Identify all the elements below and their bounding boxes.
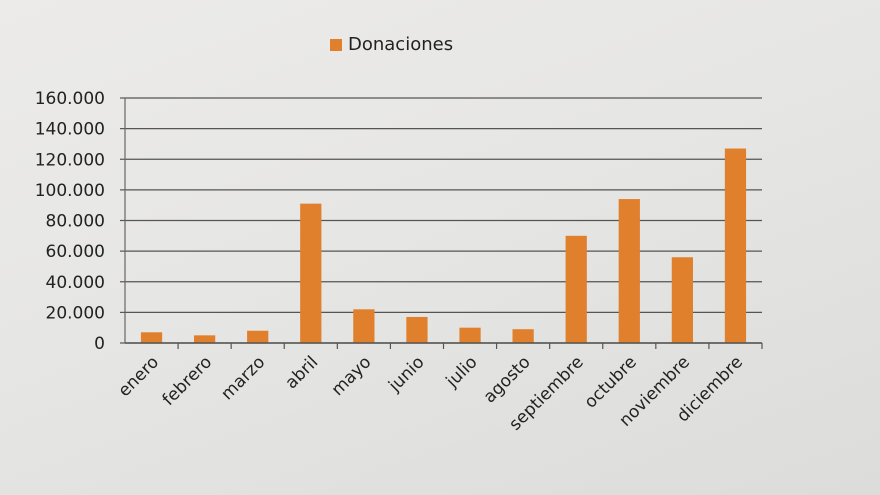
legend-swatch-donaciones xyxy=(330,38,342,51)
x-tick-label: febrero xyxy=(159,352,217,410)
y-tick-label: 120.000 xyxy=(35,150,105,170)
y-tick-label: 20.000 xyxy=(46,303,105,323)
legend: Donaciones xyxy=(330,34,453,55)
y-tick-label: 60.000 xyxy=(46,242,105,262)
y-tick-label: 0 xyxy=(94,334,105,354)
bar-abril xyxy=(300,203,322,343)
legend-label-donaciones: Donaciones xyxy=(348,34,454,55)
x-tick-label: marzo xyxy=(217,352,269,404)
bar-julio xyxy=(459,327,481,343)
x-tick-label: abril xyxy=(282,352,323,393)
y-tick-label: 40.000 xyxy=(46,273,105,293)
bar-marzo xyxy=(247,330,269,343)
bar-agosto xyxy=(512,329,534,343)
bar-mayo xyxy=(353,309,375,343)
bar-septiembre xyxy=(565,235,587,343)
x-tick-label: enero xyxy=(114,352,163,401)
y-tick-label: 80.000 xyxy=(46,212,105,232)
bar-diciembre xyxy=(724,148,747,343)
y-tick-label: 140.000 xyxy=(35,120,105,140)
bar-octubre xyxy=(618,199,640,343)
x-tick-label: junio xyxy=(384,352,428,396)
bar-febrero xyxy=(194,335,216,343)
bar-noviembre xyxy=(671,257,693,343)
x-tick-label: julio xyxy=(442,352,482,392)
bar-junio xyxy=(406,316,428,343)
x-tick-label: mayo xyxy=(328,352,376,400)
bar-enero xyxy=(140,332,163,343)
y-tick-label: 160.000 xyxy=(35,89,105,109)
y-tick-label: 100.000 xyxy=(35,181,105,201)
